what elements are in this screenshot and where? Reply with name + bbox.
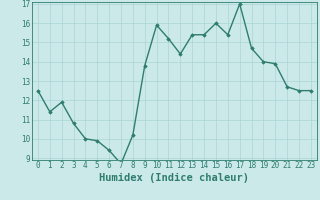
- X-axis label: Humidex (Indice chaleur): Humidex (Indice chaleur): [100, 173, 249, 183]
